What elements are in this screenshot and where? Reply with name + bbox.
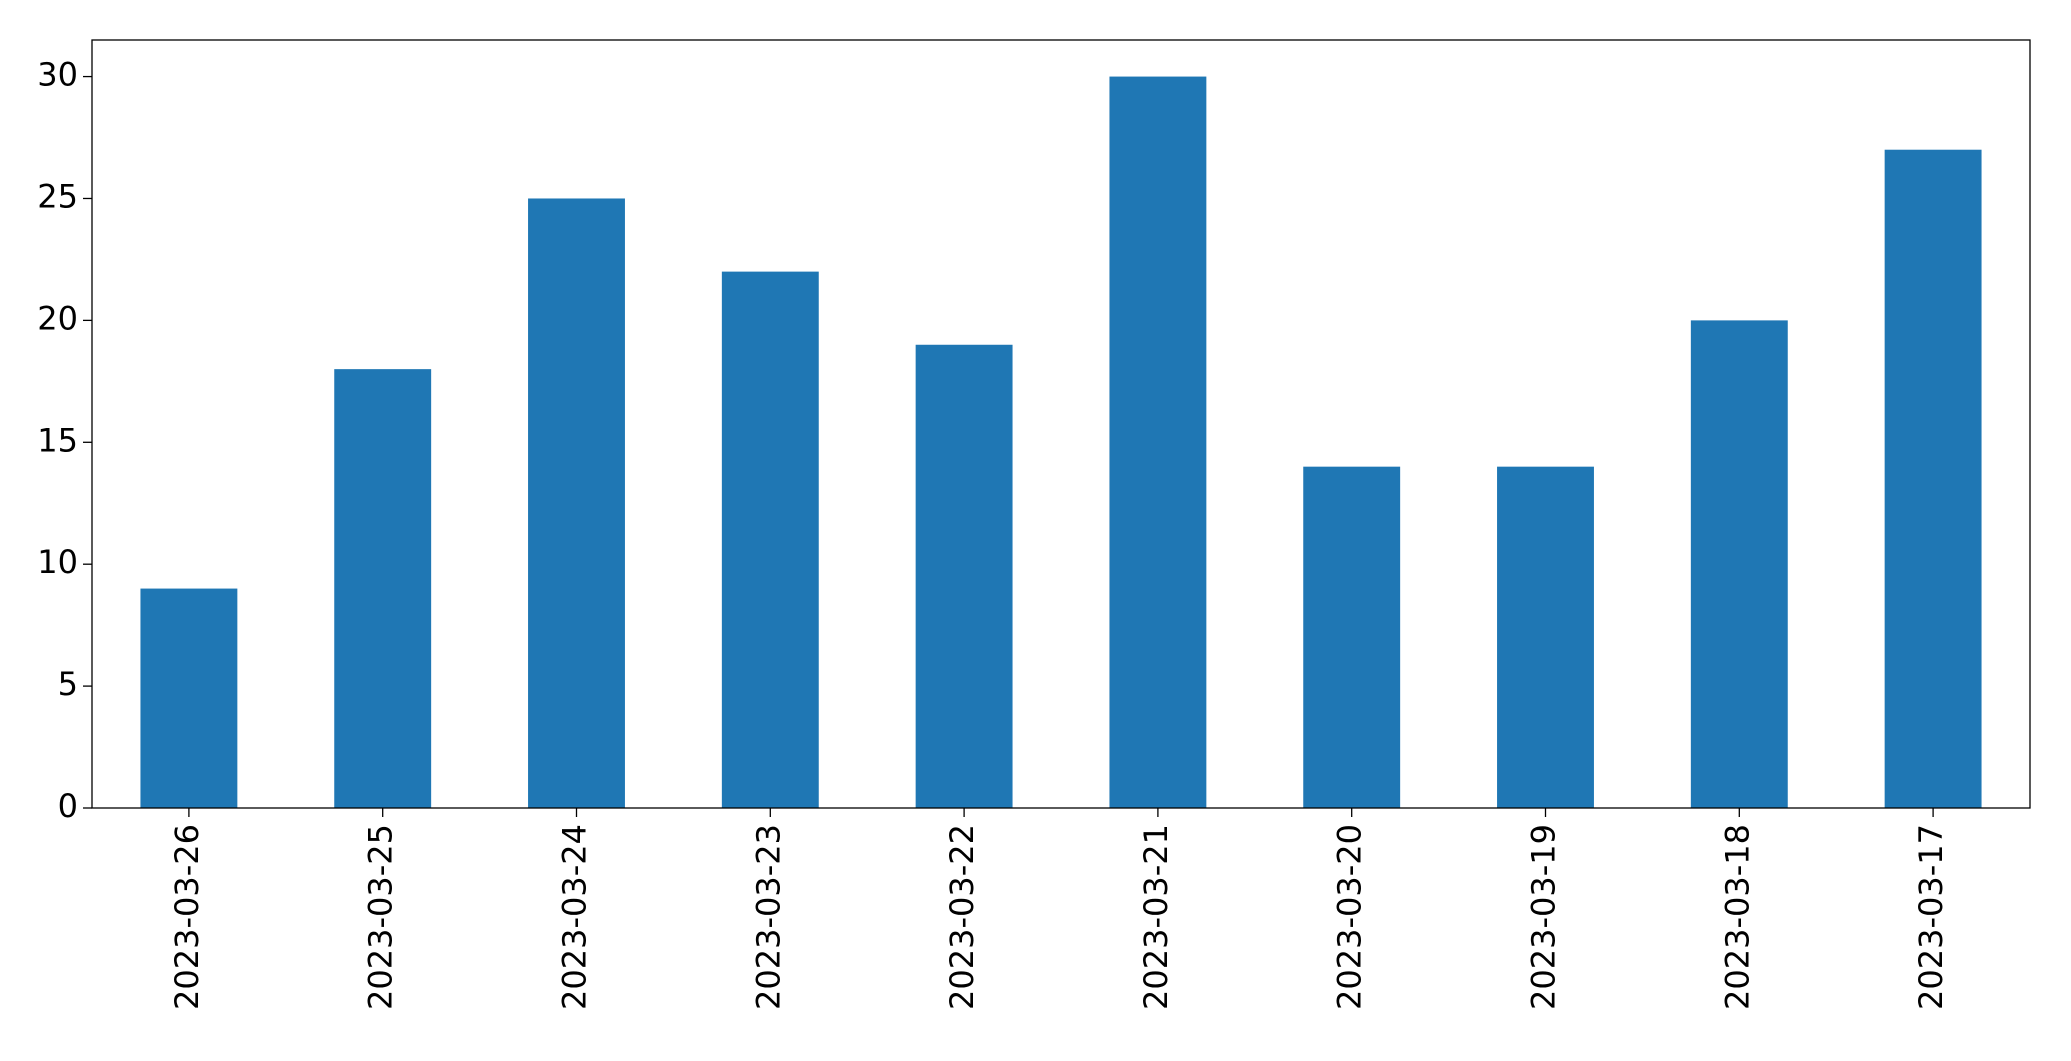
y-tick-label: 25: [37, 177, 78, 215]
bar: [1884, 149, 1982, 808]
x-tick-label: 2023-03-18: [1718, 824, 1756, 1010]
x-tick-label: 2023-03-24: [556, 824, 594, 1010]
x-tick-label: 2023-03-23: [749, 824, 787, 1010]
bar: [1497, 466, 1594, 808]
y-tick-label: 10: [37, 543, 78, 581]
bar: [1690, 320, 1788, 808]
bar: [140, 588, 238, 808]
bar: [528, 198, 625, 808]
bar: [334, 369, 432, 808]
x-tick-label: 2023-03-25: [362, 824, 400, 1010]
y-tick-label: 30: [37, 56, 78, 94]
x-tick-label: 2023-03-22: [943, 824, 981, 1010]
y-tick-label: 0: [58, 787, 78, 825]
bar: [1303, 466, 1401, 808]
bar: [915, 344, 1013, 808]
x-tick-label: 2023-03-21: [1137, 824, 1175, 1010]
bar: [1109, 76, 1207, 809]
y-tick-label: 20: [37, 299, 78, 337]
x-tick-label: 2023-03-26: [168, 824, 206, 1010]
plot-frame: [91, 39, 2031, 809]
bar: [721, 271, 819, 809]
y-tick-label: 15: [37, 421, 78, 459]
y-tick-label: 5: [58, 665, 78, 703]
x-tick-label: 2023-03-20: [1331, 824, 1369, 1010]
x-tick-label: 2023-03-19: [1525, 824, 1563, 1010]
x-tick-label: 2023-03-17: [1912, 824, 1950, 1010]
